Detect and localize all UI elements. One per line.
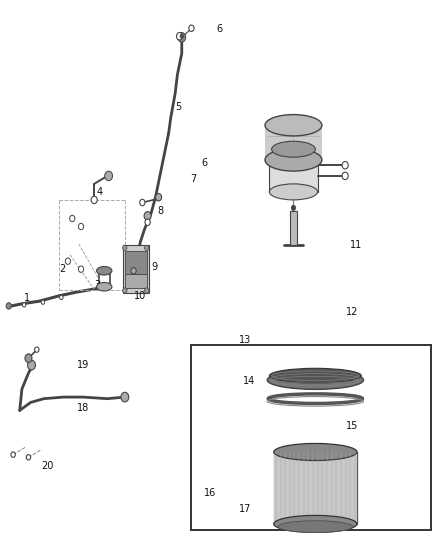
Circle shape [65,258,71,264]
Ellipse shape [265,115,322,136]
Circle shape [78,223,84,230]
Text: 18: 18 [77,403,89,413]
Text: 12: 12 [346,307,358,317]
Circle shape [131,268,136,274]
Circle shape [155,193,162,201]
Ellipse shape [274,515,357,532]
Text: 17: 17 [239,504,251,514]
Text: 14: 14 [243,376,255,386]
Text: 3: 3 [94,280,100,290]
Bar [265,125,322,160]
Text: 6: 6 [217,25,223,34]
Circle shape [145,288,149,293]
Circle shape [6,303,11,309]
Text: 15: 15 [346,422,358,431]
Text: 8: 8 [158,206,164,215]
Circle shape [22,303,26,307]
Bar [123,245,149,293]
Circle shape [145,245,149,251]
Text: 1: 1 [24,294,30,303]
Text: 13: 13 [239,335,251,345]
Circle shape [123,288,127,293]
Bar [191,345,431,530]
Circle shape [144,212,151,220]
Ellipse shape [265,149,322,171]
Circle shape [178,33,186,42]
Circle shape [11,452,15,457]
Ellipse shape [267,371,364,389]
Circle shape [35,347,39,352]
Circle shape [78,266,84,272]
Text: 20: 20 [42,462,54,471]
Circle shape [121,392,129,402]
Bar [125,274,147,288]
Text: 4: 4 [96,187,102,197]
Circle shape [342,172,348,180]
Text: 11: 11 [350,240,363,250]
Ellipse shape [96,266,112,275]
Ellipse shape [269,184,318,200]
Text: 19: 19 [77,360,89,370]
Circle shape [342,161,348,169]
Ellipse shape [278,521,353,532]
Circle shape [70,215,75,222]
Circle shape [105,171,113,181]
Circle shape [145,219,150,225]
Circle shape [91,196,97,204]
Circle shape [177,33,183,40]
Text: 9: 9 [151,262,157,271]
Text: 2: 2 [59,264,65,274]
Circle shape [25,354,32,362]
Circle shape [140,199,145,206]
Circle shape [60,295,63,300]
Ellipse shape [274,443,357,461]
Text: 16: 16 [204,488,216,498]
Circle shape [41,300,45,304]
Text: 5: 5 [175,102,181,111]
Circle shape [180,34,184,38]
Text: 6: 6 [201,158,208,167]
Bar [269,160,318,192]
Bar [290,211,297,245]
Ellipse shape [96,282,112,291]
Circle shape [291,205,296,211]
Circle shape [189,25,194,31]
Text: 10: 10 [134,291,146,301]
Bar [274,452,357,524]
Text: 7: 7 [191,174,197,183]
Bar [125,251,147,274]
Circle shape [26,455,31,460]
Circle shape [123,245,127,251]
Circle shape [28,360,35,370]
Ellipse shape [269,368,361,383]
Ellipse shape [272,141,315,157]
